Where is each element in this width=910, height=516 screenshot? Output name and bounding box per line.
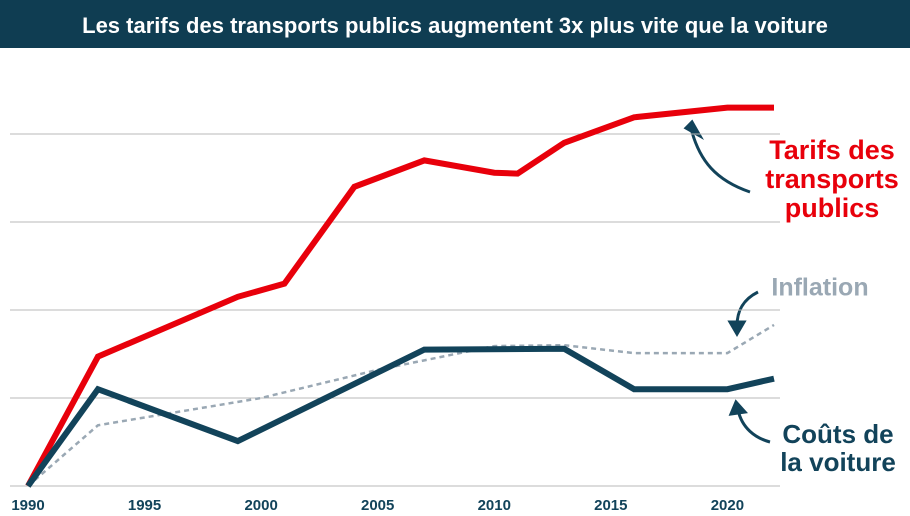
x-tick-label: 1990 (11, 497, 44, 514)
series-label: transports (765, 164, 899, 194)
arrow-head (728, 399, 748, 416)
x-tick-label: 2000 (244, 497, 277, 514)
series-line (25, 104, 774, 488)
series-label: Tarifs des (769, 135, 895, 165)
arrow-head (727, 320, 747, 337)
arrow-head (683, 119, 705, 141)
title-bar (0, 0, 910, 48)
series-line (27, 323, 775, 487)
x-tick-label: 2015 (594, 497, 627, 514)
arrow (690, 131, 751, 194)
arrows (683, 119, 771, 444)
x-tick-label: 2020 (711, 497, 744, 514)
series-label: la voiture (780, 447, 896, 477)
series-label: Coûts de (782, 419, 893, 449)
series-line (25, 345, 775, 488)
series-label: Inflation (771, 274, 868, 302)
x-tick-label: 1995 (128, 497, 161, 514)
x-tick-label: 2005 (361, 497, 394, 514)
chart-title: Les tarifs des transports publics augmen… (82, 13, 828, 38)
arrow (736, 409, 771, 444)
x-tick-label: 2010 (478, 497, 511, 514)
series-label: publics (785, 193, 880, 223)
